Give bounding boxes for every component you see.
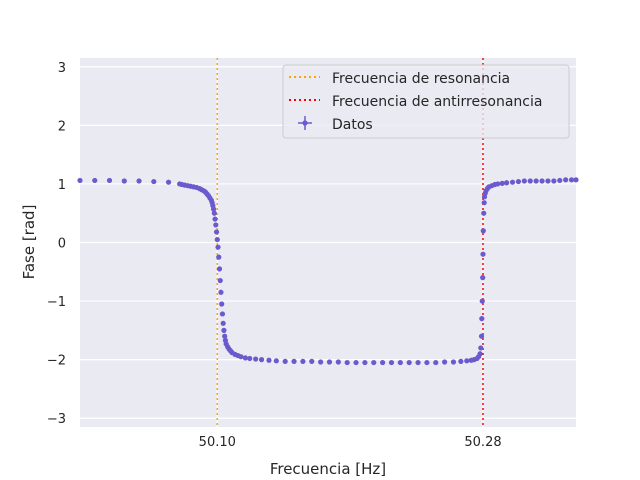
data-point — [458, 358, 464, 364]
data-point — [464, 358, 470, 364]
x-tick-label: 50.10 — [199, 435, 236, 450]
x-tick-label: 50.28 — [464, 435, 501, 450]
data-point — [214, 236, 220, 243]
data-point — [335, 359, 341, 365]
data-point — [406, 359, 412, 366]
data-point — [521, 178, 527, 184]
data-point — [477, 351, 483, 357]
data-point — [106, 177, 113, 184]
data-point — [557, 177, 563, 184]
legend-label-datos: Datos — [332, 117, 373, 133]
data-point — [242, 355, 248, 361]
data-point — [545, 178, 551, 184]
data-point — [318, 359, 324, 365]
data-point — [219, 311, 226, 317]
data-point — [573, 177, 579, 183]
y-tick-label: 1 — [58, 178, 66, 193]
x-axis-label: Frecuencia [Hz] — [270, 460, 386, 478]
data-point — [218, 289, 224, 295]
data-point — [151, 178, 157, 185]
data-point — [415, 359, 421, 366]
data-point — [515, 178, 522, 185]
data-point — [563, 177, 569, 183]
data-point — [215, 244, 221, 250]
data-point — [362, 359, 368, 366]
data-point — [371, 359, 377, 366]
data-point — [495, 181, 501, 187]
data-point — [388, 359, 395, 366]
data-point — [424, 359, 430, 366]
data-point — [478, 333, 485, 339]
legend: Frecuencia de resonancia Frecuencia de a… — [282, 64, 570, 139]
data-point — [480, 275, 486, 281]
data-point — [509, 179, 516, 185]
data-point — [247, 355, 253, 362]
data-point — [433, 359, 439, 366]
data-point — [479, 298, 485, 304]
y-tick-label: −3 — [47, 412, 66, 427]
data-point — [568, 177, 575, 183]
data-point — [504, 180, 510, 186]
data-point — [217, 277, 223, 284]
data-point — [539, 178, 545, 184]
data-point — [273, 358, 279, 364]
data-point — [77, 177, 83, 184]
data-point — [221, 327, 227, 333]
data-point — [213, 229, 220, 235]
data-point — [253, 356, 259, 362]
data-point — [165, 179, 172, 185]
legend-box — [282, 64, 570, 139]
y-tick-label: 0 — [58, 237, 66, 252]
data-point — [219, 301, 225, 307]
data-point — [258, 357, 265, 363]
data-point — [282, 358, 288, 364]
data-point — [216, 254, 222, 260]
data-point — [121, 178, 127, 184]
x-tick-labels: 50.10 50.28 — [199, 435, 502, 450]
data-point — [344, 359, 350, 366]
data-point — [478, 345, 484, 351]
data-point — [450, 359, 457, 365]
data-point — [222, 333, 228, 339]
data-point — [238, 354, 244, 360]
data-point — [353, 359, 359, 366]
data-point — [479, 316, 485, 322]
legend-label-antiresonance: Frecuencia de antirresonancia — [332, 94, 542, 110]
data-point — [212, 216, 218, 222]
legend-swatch-datos — [298, 116, 312, 130]
data-point — [480, 228, 486, 234]
data-point — [499, 180, 505, 186]
data-point — [326, 359, 333, 365]
data-point — [266, 357, 272, 363]
data-point — [442, 359, 448, 365]
y-tick-label: −1 — [47, 295, 66, 310]
data-point — [300, 358, 306, 364]
data-point — [213, 222, 219, 228]
data-point — [136, 178, 142, 184]
data-point — [551, 178, 557, 184]
data-point — [210, 206, 217, 212]
data-point — [397, 359, 403, 366]
y-axis-label: Fase [rad] — [20, 205, 38, 280]
data-point — [527, 178, 533, 184]
data-point — [291, 358, 297, 364]
y-tick-label: −2 — [47, 354, 66, 369]
data-point — [480, 251, 486, 257]
data-point — [533, 178, 539, 184]
data-point — [92, 177, 98, 184]
data-point — [220, 320, 226, 326]
legend-label-resonance: Frecuencia de resonancia — [332, 71, 510, 87]
data-point — [211, 210, 217, 216]
data-point — [481, 210, 487, 216]
data-point — [309, 358, 315, 364]
data-points — [77, 177, 579, 366]
y-tick-label: 3 — [58, 61, 66, 76]
data-point — [481, 200, 487, 206]
data-point — [380, 359, 386, 366]
y-tick-label: 2 — [58, 119, 66, 134]
y-tick-labels: −3 −2 −1 0 1 2 3 — [47, 61, 66, 427]
data-point — [216, 266, 223, 272]
